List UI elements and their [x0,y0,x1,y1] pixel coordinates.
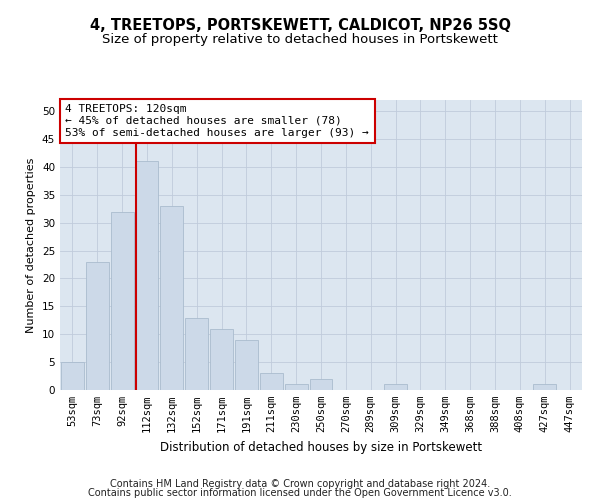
X-axis label: Distribution of detached houses by size in Portskewett: Distribution of detached houses by size … [160,440,482,454]
Bar [210,328,233,390]
Bar [86,262,109,390]
Text: 4, TREETOPS, PORTSKEWETT, CALDICOT, NP26 5SQ: 4, TREETOPS, PORTSKEWETT, CALDICOT, NP26… [89,18,511,32]
Bar [533,384,556,390]
Bar [235,340,258,390]
Text: 4 TREETOPS: 120sqm
← 45% of detached houses are smaller (78)
53% of semi-detache: 4 TREETOPS: 120sqm ← 45% of detached hou… [65,104,369,138]
Bar [61,362,84,390]
Y-axis label: Number of detached properties: Number of detached properties [26,158,37,332]
Bar [310,379,332,390]
Bar [111,212,134,390]
Bar [185,318,208,390]
Bar [285,384,308,390]
Bar [136,162,158,390]
Text: Contains HM Land Registry data © Crown copyright and database right 2024.: Contains HM Land Registry data © Crown c… [110,479,490,489]
Bar [384,384,407,390]
Text: Size of property relative to detached houses in Portskewett: Size of property relative to detached ho… [102,32,498,46]
Bar [160,206,183,390]
Text: Contains public sector information licensed under the Open Government Licence v3: Contains public sector information licen… [88,488,512,498]
Bar [260,374,283,390]
